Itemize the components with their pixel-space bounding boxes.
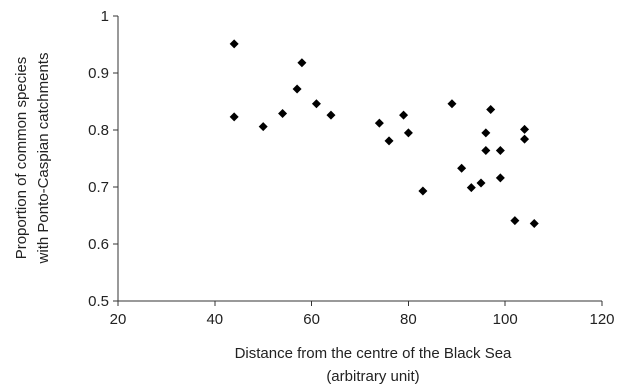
data-point	[495, 146, 505, 156]
data-points	[229, 39, 539, 228]
y-tick-label: 0.6	[88, 236, 109, 253]
y-ticks: 0.5 0.6 0.7 0.8 0.9 1	[88, 8, 118, 310]
x-tick-label: 60	[303, 311, 320, 328]
data-point	[529, 218, 539, 228]
data-point	[495, 173, 505, 183]
data-point	[311, 99, 321, 109]
data-point	[481, 128, 491, 138]
y-tick-label: 0.9	[88, 65, 109, 82]
x-tick-label: 20	[110, 311, 127, 328]
y-tick-label: 0.5	[88, 293, 109, 310]
data-point	[374, 118, 384, 128]
data-point	[258, 122, 268, 132]
x-tick-label: 80	[400, 311, 417, 328]
data-point	[399, 110, 409, 120]
axes	[117, 16, 602, 302]
data-point	[278, 108, 288, 118]
x-tick-label: 40	[206, 311, 223, 328]
data-point	[384, 136, 394, 146]
data-point	[447, 99, 457, 109]
data-point	[486, 104, 496, 114]
data-point	[297, 58, 307, 68]
data-point	[476, 178, 486, 188]
data-point	[520, 124, 530, 134]
data-point	[481, 146, 491, 156]
data-point	[229, 39, 239, 49]
data-point	[292, 84, 302, 94]
y-axis-title-line-1: Proportion of common species	[13, 57, 30, 260]
data-point	[326, 110, 336, 120]
x-axis-title-line-1: Distance from the centre of the Black Se…	[235, 345, 512, 362]
x-axis-title-line-2: (arbitrary unit)	[326, 368, 419, 385]
data-point	[403, 128, 413, 138]
data-point	[418, 186, 428, 196]
x-ticks: 20 40 60 80 100 120	[110, 301, 615, 328]
y-tick-label: 0.7	[88, 179, 109, 196]
y-tick-label: 0.8	[88, 122, 109, 139]
x-tick-label: 100	[493, 311, 518, 328]
data-point	[229, 112, 239, 122]
data-point	[457, 163, 467, 173]
x-tick-label: 120	[589, 311, 614, 328]
data-point	[510, 216, 520, 226]
data-point	[466, 183, 476, 193]
y-axis-title-line-2: with Ponto-Caspian catchments	[35, 53, 52, 265]
y-tick-label: 1	[101, 8, 109, 25]
data-point	[520, 134, 530, 144]
